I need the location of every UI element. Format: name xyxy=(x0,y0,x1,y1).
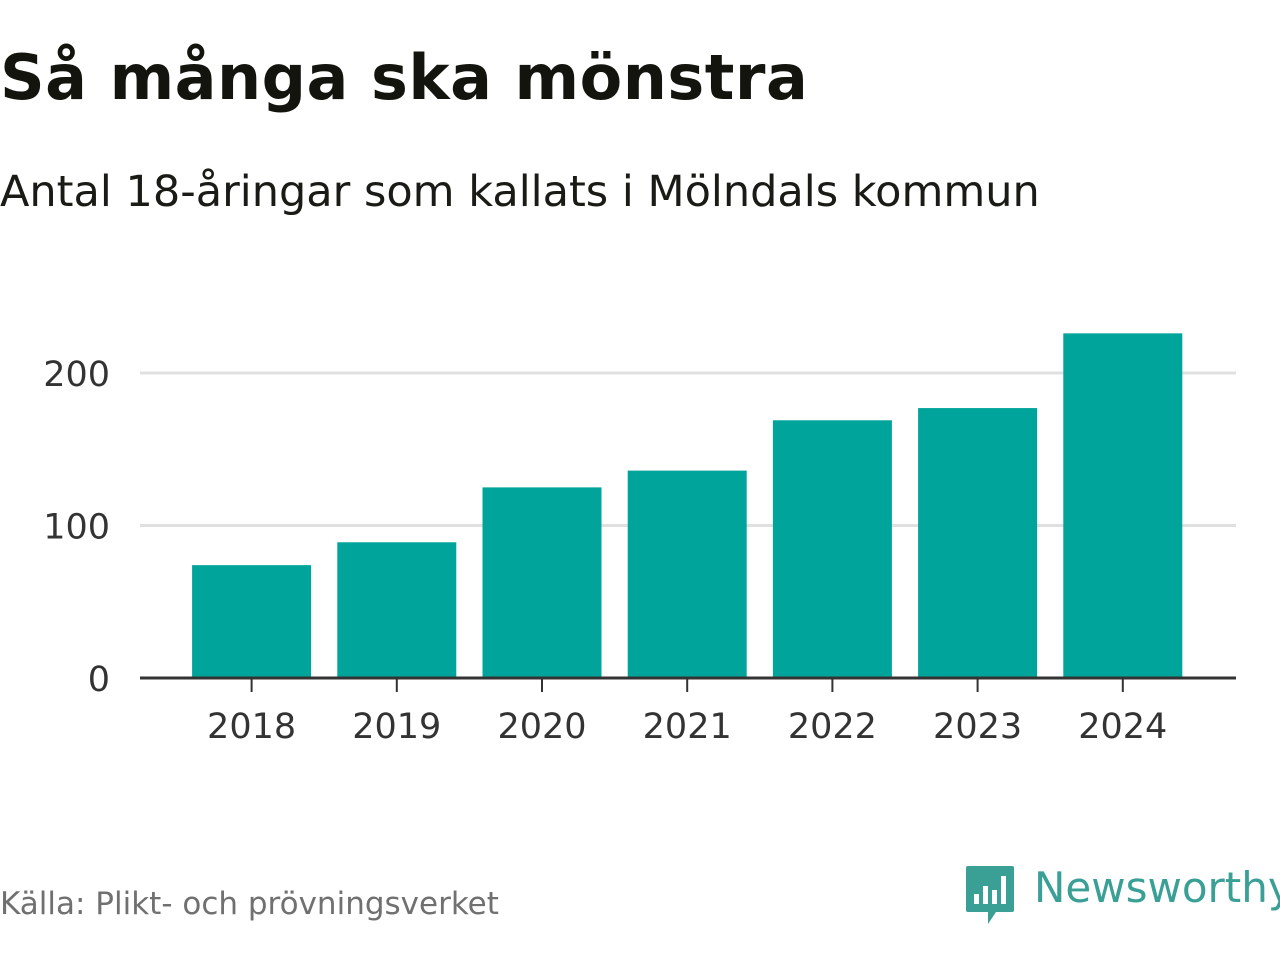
bars xyxy=(192,333,1183,678)
bar-2023[interactable] xyxy=(918,408,1038,678)
chart-subtitle: Antal 18-åringar som kallats i Mölndals … xyxy=(0,167,1040,217)
x-tick-label-2023: 2023 xyxy=(933,707,1022,747)
bar-2020[interactable] xyxy=(482,487,602,678)
bar-2018[interactable] xyxy=(192,565,312,678)
bar-2024[interactable] xyxy=(1063,333,1183,678)
x-tick-label-2024: 2024 xyxy=(1078,707,1167,747)
x-tick-label-2021: 2021 xyxy=(643,707,732,747)
x-tick-label-2019: 2019 xyxy=(352,707,441,747)
y-tick-label-100: 100 xyxy=(43,508,110,548)
bar-2022[interactable] xyxy=(772,420,892,678)
newsworthy-logo-icon xyxy=(966,866,1014,924)
bar-2021[interactable] xyxy=(627,470,747,678)
x-tick-label-2020: 2020 xyxy=(497,707,586,747)
axes xyxy=(140,676,1236,692)
y-tick-label-0: 0 xyxy=(88,660,110,700)
bar-2019[interactable] xyxy=(337,542,457,678)
x-tick-label-2022: 2022 xyxy=(788,707,877,747)
x-tick-label-2018: 2018 xyxy=(207,707,296,747)
chart-title: Så många ska mönstra xyxy=(0,41,809,114)
source-note: Källa: Plikt- och prövningsverket xyxy=(0,886,499,922)
tick-labels: 0 100 200 2018 2019 2020 2021 2022 2023 2024 xyxy=(43,355,1167,747)
logo-text: Newsworthy xyxy=(1034,863,1280,912)
y-tick-label-200: 200 xyxy=(43,355,110,395)
newsworthy-logo[interactable]: Newsworthy xyxy=(964,864,1280,928)
